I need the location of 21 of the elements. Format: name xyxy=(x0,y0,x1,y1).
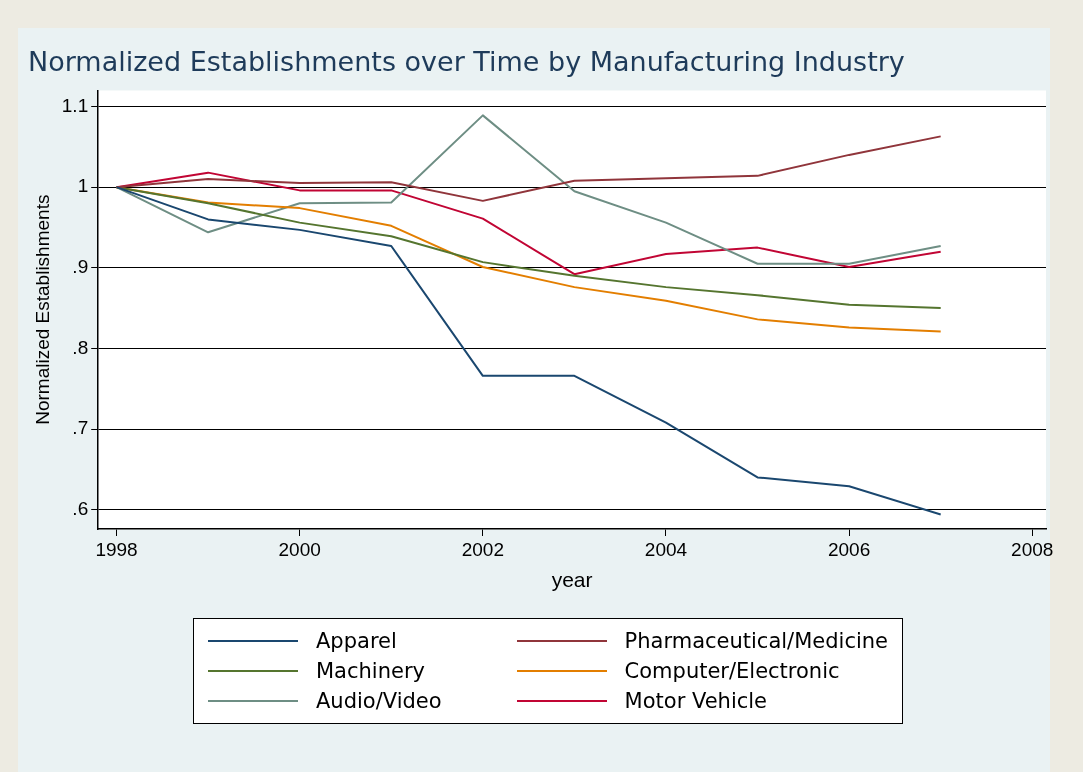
y-tick-label: .7 xyxy=(72,417,89,439)
x-tick-label: 1998 xyxy=(95,538,138,560)
x-axis-title: year xyxy=(551,568,593,592)
legend-label: Audio/Video xyxy=(316,689,442,713)
chart-title: Normalized Establishments over Time by Manufacturing Industry xyxy=(28,46,905,78)
legend-label: Motor Vehicle xyxy=(624,689,768,713)
x-tick-label: 2000 xyxy=(278,538,321,560)
y-tick-label: .6 xyxy=(72,497,89,519)
x-tick-label: 2002 xyxy=(461,538,504,560)
legend-label: Computer/Electronic xyxy=(624,659,840,683)
x-tick-label: 2004 xyxy=(644,538,688,560)
x-tick-label: 2006 xyxy=(827,538,871,560)
y-axis-title: Normalized Establishments xyxy=(31,194,53,425)
y-tick-label: .9 xyxy=(72,256,89,278)
legend-label: Pharmaceutical/Medicine xyxy=(624,629,888,653)
y-tick-label: 1 xyxy=(77,175,89,197)
y-tick-label: 1.1 xyxy=(61,94,89,116)
legend-label: Apparel xyxy=(316,629,397,653)
y-tick-label: .8 xyxy=(72,336,89,358)
legend-label: Machinery xyxy=(316,659,425,683)
x-tick-label: 2008 xyxy=(1011,538,1054,560)
